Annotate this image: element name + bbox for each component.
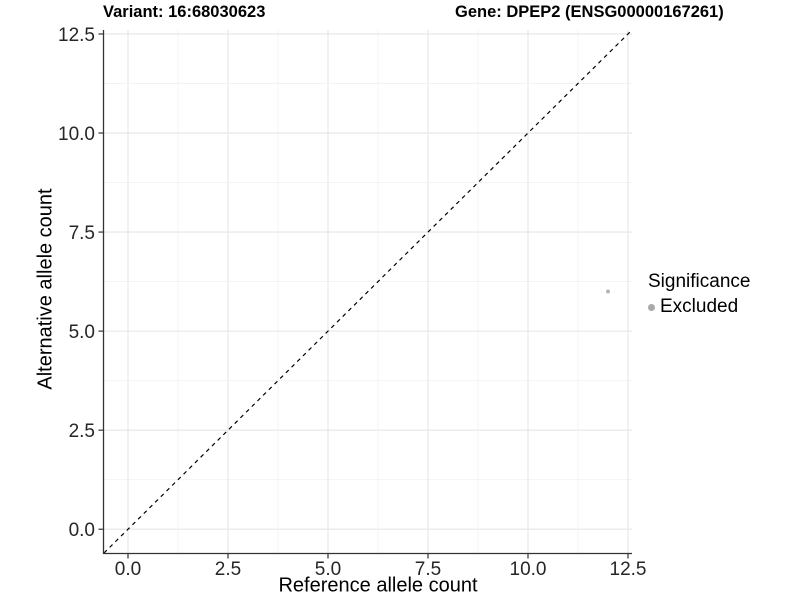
plot-title-variant: Variant: 16:68030623 (103, 3, 266, 21)
legend-item-label: Excluded (660, 296, 739, 317)
svg-text:7.5: 7.5 (69, 223, 95, 244)
y-axis-label: Alternative allele count (34, 188, 57, 390)
excluded-point-icon (648, 303, 655, 311)
plot-title-gene: Gene: DPEP2 (ENSG00000167261) (455, 3, 724, 21)
svg-text:5.0: 5.0 (315, 559, 341, 580)
svg-text:7.5: 7.5 (415, 559, 441, 580)
svg-text:0.0: 0.0 (69, 520, 95, 541)
svg-text:2.5: 2.5 (215, 559, 241, 580)
axis-ticks (98, 33, 629, 559)
svg-text:2.5: 2.5 (69, 421, 95, 442)
svg-text:0.0: 0.0 (115, 559, 141, 580)
axis-tick-labels: 0.0 2.5 5.0 7.5 10.0 12.5 0.0 2.5 5.0 7.5 10.0 12.5 (58, 25, 646, 580)
svg-text:12.5: 12.5 (610, 559, 647, 580)
identity-line (103, 29, 633, 554)
gridlines (104, 30, 632, 553)
legend: Significance Excluded (648, 271, 750, 318)
svg-text:10.0: 10.0 (58, 124, 95, 145)
legend-title: Significance (648, 271, 751, 292)
x-axis-label: Reference allele count (278, 574, 478, 597)
data-point (606, 289, 610, 294)
legend-item-excluded: Excluded (648, 296, 750, 318)
svg-text:5.0: 5.0 (69, 322, 95, 343)
svg-text:10.0: 10.0 (510, 559, 547, 580)
svg-text:12.5: 12.5 (58, 25, 95, 46)
